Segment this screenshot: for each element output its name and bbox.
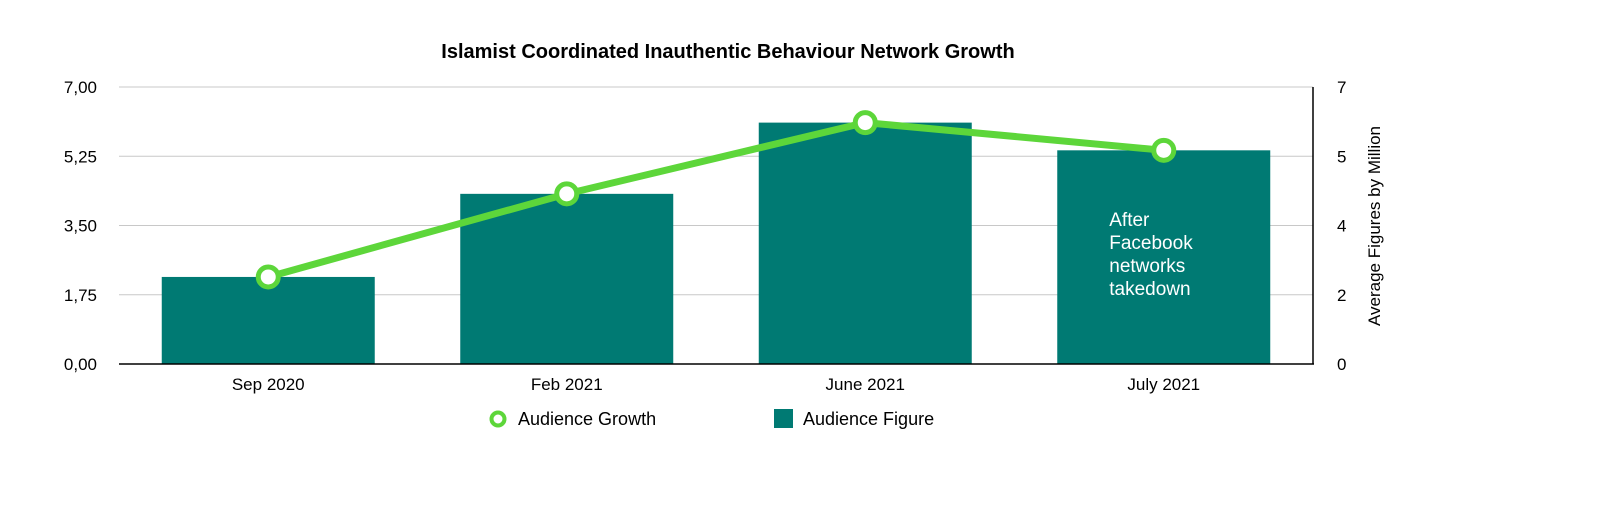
left-tick-label: 5,25 <box>64 147 97 166</box>
growth-line <box>264 119 1168 281</box>
x-tick-label: June 2021 <box>826 375 905 394</box>
left-axis-ticks: 0,00 1,75 3,50 5,25 7,00 <box>64 78 97 374</box>
x-tick-label: July 2021 <box>1127 375 1200 394</box>
bar-sep-2020 <box>161 276 375 364</box>
x-tick-label: Sep 2020 <box>232 375 305 394</box>
left-tick-label: 7,00 <box>64 78 97 97</box>
bars <box>161 122 1271 364</box>
legend-figure-label: Audience Figure <box>803 409 934 429</box>
line-series <box>255 110 1177 290</box>
legend: Audience Growth Audience Figure <box>489 409 934 429</box>
chart-title: Islamist Coordinated Inauthentic Behavio… <box>441 41 1014 63</box>
bar-june-2021 <box>758 122 972 364</box>
growth-point-june-2021 <box>852 110 878 136</box>
annotation-line: After <box>1109 210 1150 231</box>
right-tick-label: 0 <box>1337 355 1346 374</box>
right-tick-label: 4 <box>1337 217 1346 236</box>
left-tick-label: 0,00 <box>64 355 97 374</box>
right-tick-label: 7 <box>1337 78 1346 97</box>
left-tick-label: 3,50 <box>64 217 97 236</box>
annotation-line: networks <box>1109 256 1185 277</box>
right-axis-ticks: 0 2 4 5 7 <box>1337 78 1346 374</box>
bar-july-2021 <box>1057 150 1271 364</box>
growth-point-sep-2020 <box>255 264 281 290</box>
growth-point-july-2021 <box>1151 137 1177 163</box>
annotation-line: Facebook <box>1109 233 1193 254</box>
legend-growth-icon <box>489 410 507 428</box>
legend-growth-label: Audience Growth <box>518 409 656 429</box>
left-tick-label: 1,75 <box>64 286 97 305</box>
right-tick-label: 2 <box>1337 286 1346 305</box>
right-axis-label: Average Figures by Million <box>1365 126 1384 326</box>
x-axis-ticks: Sep 2020 Feb 2021 June 2021 July 2021 <box>232 375 1200 394</box>
annotation-line: takedown <box>1109 279 1190 300</box>
growth-point-feb-2021 <box>554 181 580 207</box>
legend-figure-icon <box>774 409 793 428</box>
x-tick-label: Feb 2021 <box>531 375 603 394</box>
axes <box>119 87 1314 365</box>
right-tick-label: 5 <box>1337 147 1346 166</box>
bar-feb-2021 <box>460 193 674 364</box>
